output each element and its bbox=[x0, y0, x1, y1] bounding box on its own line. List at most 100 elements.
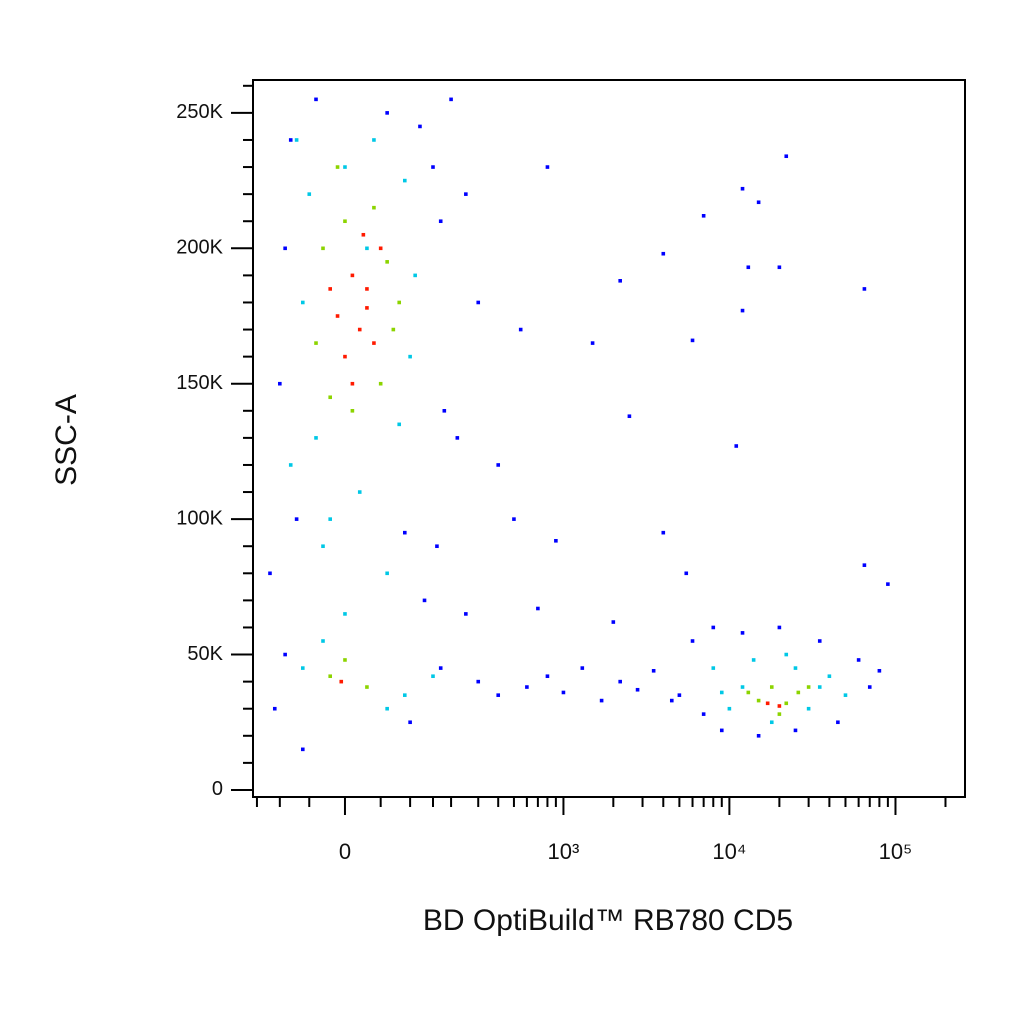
point bbox=[740, 685, 745, 689]
point bbox=[403, 178, 407, 183]
plot-frame bbox=[252, 79, 966, 798]
point bbox=[740, 308, 745, 313]
point bbox=[590, 341, 595, 345]
y-tick-label: 150K bbox=[176, 372, 223, 394]
point bbox=[580, 666, 585, 670]
point bbox=[765, 701, 770, 706]
point bbox=[719, 728, 724, 733]
point bbox=[455, 436, 460, 440]
point bbox=[793, 728, 798, 733]
point bbox=[784, 652, 789, 657]
x-tick-label: 10⁵ bbox=[879, 839, 913, 864]
point bbox=[777, 712, 782, 716]
point bbox=[536, 606, 540, 611]
point bbox=[357, 327, 362, 332]
point bbox=[268, 571, 272, 576]
point bbox=[751, 658, 756, 662]
point bbox=[769, 720, 774, 725]
point bbox=[661, 530, 666, 535]
point bbox=[343, 219, 347, 224]
point bbox=[464, 612, 468, 616]
point bbox=[877, 668, 882, 673]
point bbox=[862, 563, 867, 567]
point bbox=[397, 300, 402, 305]
point bbox=[321, 639, 325, 643]
point bbox=[777, 265, 782, 270]
point bbox=[756, 698, 761, 703]
point bbox=[740, 186, 745, 191]
point bbox=[661, 251, 666, 256]
x-tick-label: 10⁴ bbox=[712, 839, 746, 864]
point bbox=[711, 666, 716, 670]
point bbox=[856, 658, 861, 662]
point bbox=[328, 287, 332, 291]
point bbox=[283, 246, 287, 251]
point bbox=[372, 138, 376, 142]
point bbox=[391, 327, 396, 332]
point bbox=[350, 381, 355, 386]
point bbox=[372, 205, 376, 210]
point bbox=[525, 685, 529, 689]
point bbox=[438, 666, 443, 670]
point bbox=[328, 674, 332, 679]
y-tick-label: 100K bbox=[176, 507, 223, 529]
point bbox=[784, 701, 789, 706]
point bbox=[408, 354, 412, 359]
point bbox=[350, 273, 355, 278]
point bbox=[397, 422, 402, 427]
point bbox=[365, 246, 369, 251]
point bbox=[867, 685, 872, 689]
point bbox=[294, 517, 299, 521]
point bbox=[545, 165, 550, 169]
point bbox=[343, 658, 347, 662]
point bbox=[746, 690, 751, 695]
point bbox=[385, 260, 389, 264]
point bbox=[740, 631, 745, 635]
point bbox=[431, 165, 435, 169]
point bbox=[335, 314, 340, 318]
point bbox=[418, 124, 422, 129]
point bbox=[431, 674, 435, 679]
point bbox=[518, 327, 523, 332]
point bbox=[476, 300, 481, 305]
point bbox=[806, 706, 811, 711]
point bbox=[690, 338, 695, 343]
point bbox=[357, 490, 362, 494]
point bbox=[343, 354, 347, 359]
point bbox=[435, 544, 439, 549]
point bbox=[545, 674, 550, 679]
point bbox=[701, 214, 706, 218]
point bbox=[378, 246, 383, 251]
point bbox=[372, 341, 376, 345]
point bbox=[618, 279, 622, 283]
point bbox=[464, 192, 468, 196]
point bbox=[343, 165, 347, 169]
point bbox=[711, 625, 716, 630]
y-axis-title: SSC-A bbox=[50, 394, 83, 486]
point bbox=[769, 685, 774, 689]
point bbox=[843, 693, 848, 697]
point bbox=[727, 706, 732, 711]
point bbox=[378, 381, 383, 386]
point bbox=[836, 720, 840, 725]
point bbox=[690, 639, 695, 643]
point bbox=[669, 698, 674, 703]
point bbox=[365, 685, 369, 689]
point bbox=[300, 747, 305, 752]
y-tick-label: 0 bbox=[212, 778, 223, 800]
point bbox=[677, 693, 682, 697]
point bbox=[422, 598, 427, 603]
point bbox=[288, 463, 293, 467]
point bbox=[599, 698, 604, 703]
point bbox=[314, 436, 318, 440]
point bbox=[817, 685, 822, 689]
point bbox=[496, 693, 501, 697]
point bbox=[862, 287, 867, 291]
point bbox=[627, 414, 632, 419]
point bbox=[618, 679, 622, 684]
point bbox=[413, 273, 417, 278]
point bbox=[561, 690, 566, 695]
point bbox=[827, 674, 832, 679]
point bbox=[886, 582, 890, 586]
